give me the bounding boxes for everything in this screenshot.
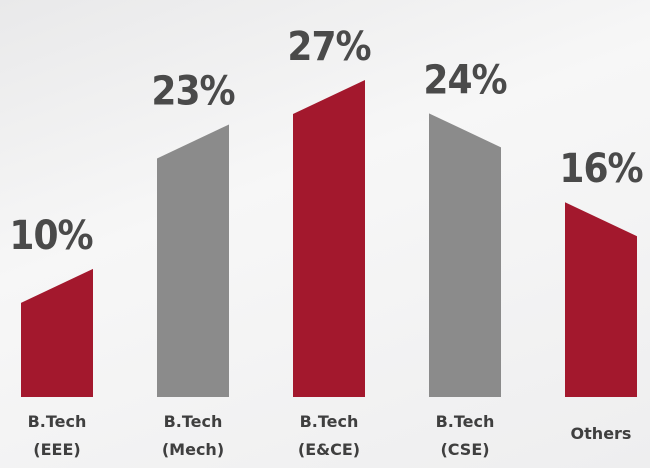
bar [21,268,93,397]
value-label: 27% [287,24,370,70]
category-label: B.Tech (Mech) [161,412,225,459]
bar [293,80,365,397]
value-label: 24% [423,57,506,103]
category-label: B.Tech (CSE) [435,412,495,459]
category-label: B.Tech (EEE) [27,412,87,459]
value-label: 23% [151,68,234,114]
bar [429,113,501,397]
bar [157,124,229,397]
value-label: 16% [559,146,642,192]
bar [565,202,637,397]
category-label: Others [570,424,632,443]
value-label: 10% [9,213,92,259]
category-label: B.Tech (E&CE) [297,412,361,459]
